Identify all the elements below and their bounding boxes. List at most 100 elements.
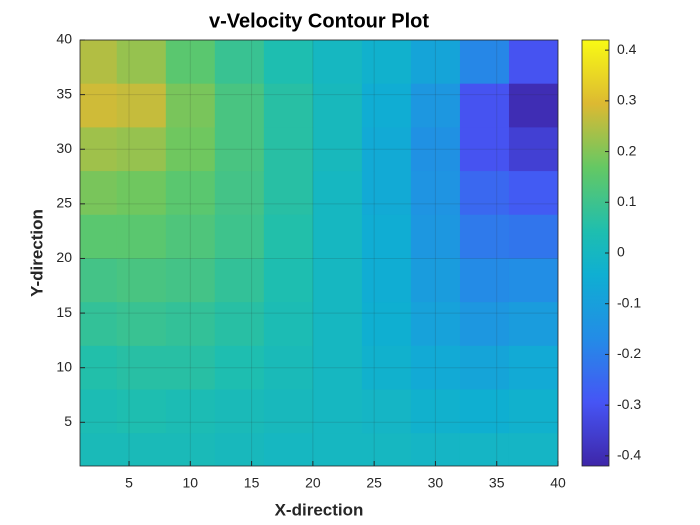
contour-cell: [116, 302, 167, 347]
contour-cell: [263, 302, 314, 347]
contour-cell: [459, 214, 510, 259]
contour-cell: [459, 127, 510, 172]
colorbar-tick-label: 0: [617, 244, 625, 260]
contour-cell: [214, 40, 265, 85]
contour-cell: [508, 171, 558, 216]
contour-cell: [165, 83, 216, 128]
contour-cell: [165, 214, 216, 259]
contour-cell: [312, 258, 363, 303]
contour-cell: [116, 127, 167, 172]
colorbar-tick-label: 0.3: [617, 92, 637, 108]
contour-cell: [459, 302, 510, 347]
contour-cell: [214, 127, 265, 172]
contour-cell: [312, 433, 363, 466]
contour-cell: [116, 345, 167, 391]
contour-cell: [361, 258, 412, 303]
contour-cell: [410, 258, 461, 303]
contour-cell: [165, 171, 216, 216]
contour-cell: [410, 214, 461, 259]
contour-cell: [508, 389, 558, 434]
colorbar-tick-label: -0.4: [617, 447, 641, 463]
contour-cell: [214, 83, 265, 128]
contour-cell: [116, 40, 167, 85]
contour-cell: [80, 171, 118, 216]
contour-cell: [263, 127, 314, 172]
contour-cell: [263, 214, 314, 259]
x-tick-label: 5: [125, 475, 133, 491]
contour-cell: [459, 258, 510, 303]
x-tick-label: 25: [366, 475, 382, 491]
contour-cell: [410, 127, 461, 172]
y-axis-label: Y-direction: [27, 209, 46, 297]
contour-cell: [459, 40, 510, 85]
contour-cell: [361, 171, 412, 216]
x-tick-label: 15: [244, 475, 260, 491]
contour-cell: [165, 389, 216, 434]
colorbar-tick-label: 0.4: [617, 41, 637, 57]
contour-cell: [459, 83, 510, 128]
contour-cell: [165, 40, 216, 85]
y-tick-label: 20: [56, 249, 72, 265]
contour-cell: [116, 389, 167, 434]
contour-cell: [116, 214, 167, 259]
colorbar-tick-label: 0.2: [617, 142, 637, 158]
colorbar-tick-label: -0.2: [617, 345, 641, 361]
contour-cell: [80, 83, 118, 128]
contour-cell: [263, 83, 314, 128]
contour-cell: [214, 345, 265, 391]
contour-cell: [116, 258, 167, 303]
contour-cell: [410, 345, 461, 391]
contour-cell: [165, 345, 216, 391]
contour-cell: [80, 302, 118, 347]
contour-cell: [214, 214, 265, 259]
contour-cell: [361, 345, 412, 391]
colorbar-tick-label: 0.1: [617, 193, 637, 209]
contour-cell: [361, 83, 412, 128]
x-tick-label: 20: [305, 475, 321, 491]
contour-cell: [410, 83, 461, 128]
contour-field: [80, 40, 558, 466]
contour-cell: [361, 214, 412, 259]
contour-cell: [312, 40, 363, 85]
y-tick-label: 25: [56, 195, 72, 211]
contour-cell: [312, 345, 363, 391]
contour-cell: [508, 433, 558, 466]
contour-cell: [80, 389, 118, 434]
contour-cell: [263, 389, 314, 434]
contour-cell: [459, 171, 510, 216]
contour-cell: [361, 40, 412, 85]
contour-cell: [410, 40, 461, 85]
contour-cell: [410, 433, 461, 466]
contour-cell: [312, 302, 363, 347]
contour-cell: [508, 127, 558, 172]
contour-cell: [312, 83, 363, 128]
colorbar: [581, 39, 610, 467]
x-tick-label: 40: [550, 475, 566, 491]
y-tick-label: 10: [56, 358, 72, 374]
y-tick-label: 40: [56, 31, 72, 47]
contour-cell: [508, 302, 558, 347]
chart-title: v-Velocity Contour Plot: [209, 10, 429, 32]
contour-cell: [361, 302, 412, 347]
colorbar-tick-label: -0.1: [617, 294, 641, 310]
contour-cell: [214, 258, 265, 303]
contour-cell: [214, 171, 265, 216]
contour-cell: [80, 433, 118, 466]
contour-cell: [361, 389, 412, 434]
plot-frame: [79, 39, 559, 467]
contour-cell: [312, 127, 363, 172]
x-axis-label: X-direction: [275, 500, 364, 519]
contour-cell: [263, 40, 314, 85]
y-tick-label: 30: [56, 140, 72, 156]
contour-cell: [165, 127, 216, 172]
contour-cell: [80, 127, 118, 172]
contour-cell: [116, 171, 167, 216]
contour-cell: [312, 389, 363, 434]
contour-cell: [263, 171, 314, 216]
contour-cell: [214, 433, 265, 466]
contour-cell: [508, 214, 558, 259]
contour-cell: [80, 258, 118, 303]
contour-cell: [263, 258, 314, 303]
contour-cell: [116, 83, 167, 128]
contour-cell: [165, 302, 216, 347]
